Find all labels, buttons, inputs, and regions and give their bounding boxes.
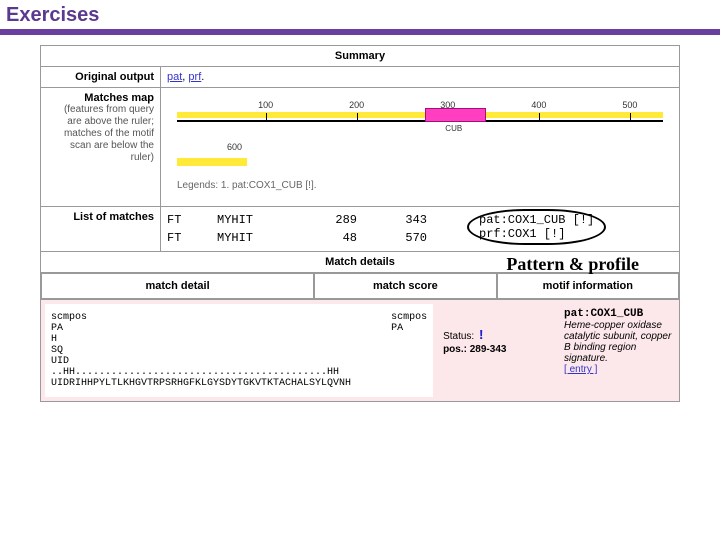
summary-header: Summary bbox=[41, 46, 680, 67]
ft-col: FT bbox=[167, 213, 197, 227]
to-col: 570 bbox=[377, 231, 427, 245]
summary-table: Summary Original output pat, prf. Matche… bbox=[40, 45, 680, 402]
motif-info-box: pat:COX1_CUB Heme-copper oxidase catalyt… bbox=[558, 300, 679, 401]
match-details-header: Match details bbox=[325, 256, 395, 268]
seq-line: scmpos bbox=[51, 312, 351, 323]
map-tick: 500 bbox=[622, 100, 637, 110]
col-header-score: match score bbox=[314, 273, 496, 299]
seq-line: UIDRIHHPYLTLKHGVTRPSRHGFKLGYSDYTGKVTKTAC… bbox=[51, 378, 351, 389]
map-tick: 100 bbox=[258, 100, 273, 110]
map-feature-label: CUB bbox=[445, 124, 462, 133]
prf-link[interactable]: prf bbox=[188, 71, 201, 83]
matches-map-cell: 100200300400500 CUB 600 Legends: 1. pat:… bbox=[161, 88, 680, 207]
map-ruler bbox=[177, 120, 663, 122]
ft-col: FT bbox=[167, 231, 197, 245]
desc-col: pat:COX1_CUB [!] bbox=[479, 213, 594, 227]
original-output-label-cell: Original output bbox=[41, 67, 161, 88]
id-col: MYHIT bbox=[217, 213, 287, 227]
map-tick: 200 bbox=[349, 100, 364, 110]
status-bang-icon: ! bbox=[477, 328, 485, 344]
annotation-overlay: Pattern & profile bbox=[506, 254, 639, 275]
from-col: 289 bbox=[307, 213, 357, 227]
seq-line: SQ bbox=[51, 345, 351, 356]
details-columns-row: match detail match score motif informati… bbox=[41, 273, 680, 300]
list-matches-cell: FT MYHIT 289 343 pat:COX1_CUB [!]prf:COX1 [!… bbox=[161, 207, 680, 252]
matches-map-area: 100200300400500 CUB 600 Legends: 1. pat:… bbox=[167, 92, 673, 202]
seq-line: PA bbox=[51, 323, 351, 334]
seq-line: PA bbox=[391, 323, 427, 334]
to-col: 343 bbox=[377, 213, 427, 227]
matches-map-sub: (features from query are above the ruler… bbox=[47, 104, 154, 164]
map-legend: Legends: 1. pat:COX1_CUB [!]. bbox=[177, 180, 317, 191]
match-list-row: FTMYHIT289343pat:COX1_CUB [!]prf:COX1 [!… bbox=[167, 211, 673, 229]
from-col: 48 bbox=[307, 231, 357, 245]
page-title: Exercises bbox=[0, 0, 720, 29]
pos-label: pos.: bbox=[443, 344, 467, 355]
status-label: Status: bbox=[443, 331, 474, 342]
id-col: MYHIT bbox=[217, 231, 287, 245]
col-header-detail: match detail bbox=[41, 273, 314, 299]
map-yellow-bar-bottom bbox=[177, 158, 247, 166]
matches-map-label-cell: Matches map (features from query are abo… bbox=[41, 88, 161, 207]
circled-desc: pat:COX1_CUB [!]prf:COX1 [!] bbox=[467, 209, 606, 245]
motif-entry-link[interactable]: [ entry ] bbox=[564, 364, 597, 375]
matches-map-label: Matches map bbox=[84, 92, 154, 104]
desc-col: prf:COX1 [!] bbox=[479, 227, 594, 241]
match-score-box: Status: ! pos.: 289-343 bbox=[437, 300, 558, 401]
list-matches-label: List of matches bbox=[73, 211, 154, 223]
map-feature-box bbox=[425, 108, 486, 122]
sequence-detail: scmposPA HSQ UID ..HH...................… bbox=[45, 304, 433, 397]
motif-desc: Heme-copper oxidase catalytic subunit, c… bbox=[564, 320, 673, 364]
details-body-row: scmposPA HSQ UID ..HH...................… bbox=[41, 300, 680, 402]
trail: . bbox=[201, 71, 204, 83]
pat-link[interactable]: pat bbox=[167, 71, 182, 83]
seq-line: scmpos bbox=[391, 312, 427, 323]
list-matches-label-cell: List of matches bbox=[41, 207, 161, 252]
map-tick: 400 bbox=[531, 100, 546, 110]
seq-line: H bbox=[51, 334, 351, 345]
seq-line: ..HH....................................… bbox=[51, 367, 351, 378]
pos-value: 289-343 bbox=[470, 344, 507, 355]
content-area: Summary Original output pat, prf. Matche… bbox=[0, 35, 720, 402]
map-600-label: 600 bbox=[227, 142, 242, 152]
match-details-header-cell: Match details Pattern & profile bbox=[41, 252, 680, 273]
col-header-motif: motif information bbox=[497, 273, 679, 299]
original-output-label: Original output bbox=[75, 71, 154, 83]
map-yellow-bar-top bbox=[177, 112, 663, 118]
original-output-cell: pat, prf. bbox=[161, 67, 680, 88]
seq-line: UID bbox=[51, 356, 351, 367]
motif-id: pat:COX1_CUB bbox=[564, 308, 673, 320]
